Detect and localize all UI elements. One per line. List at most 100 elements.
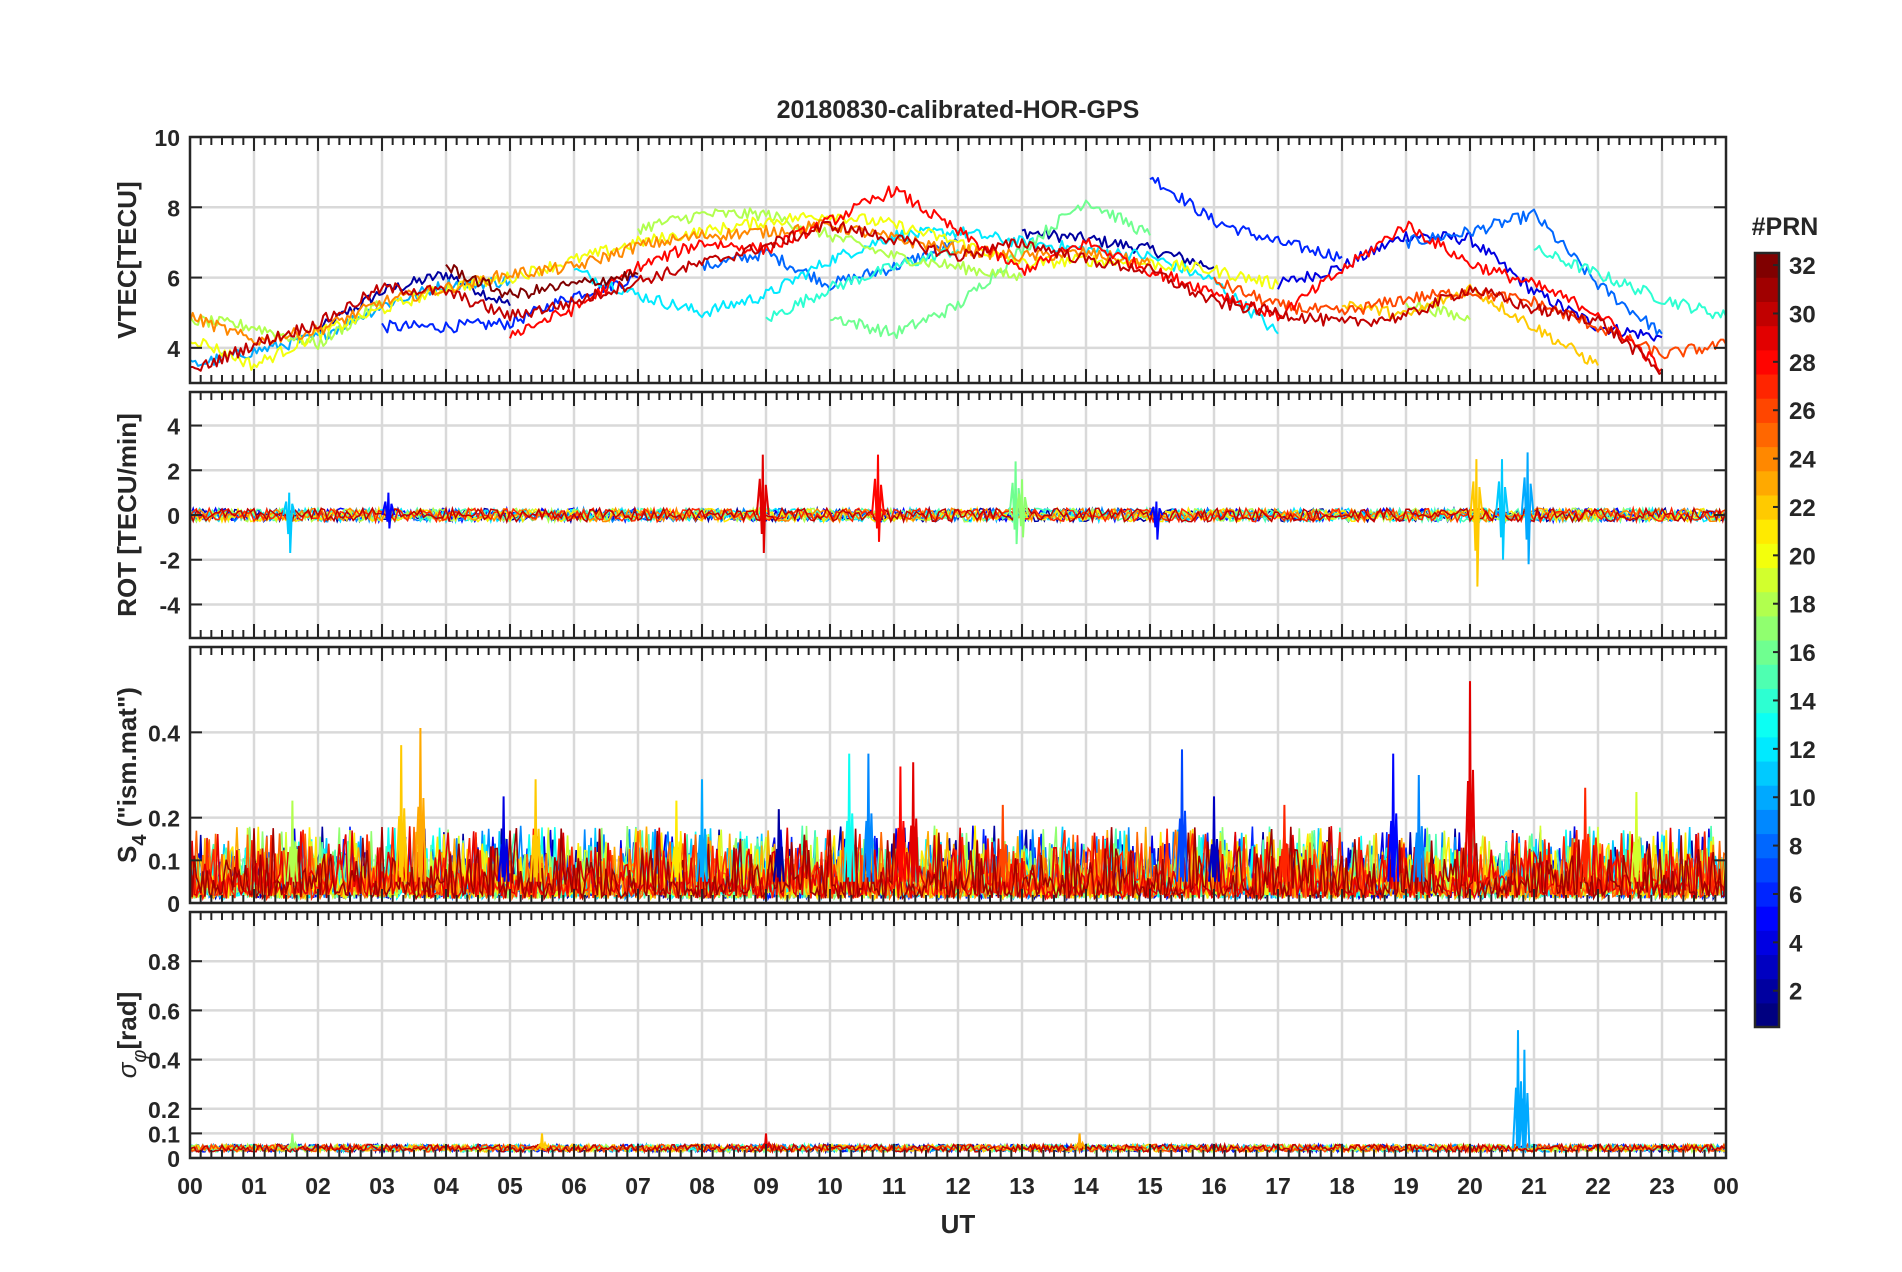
s4-peak [1176,749,1188,882]
x-tick-label: 18 [1329,1173,1355,1199]
x-tick-label: 15 [1137,1173,1163,1199]
vtec-series-line-prn-26 [1213,276,1726,360]
s4-y-axis-label: S4 ("ism.mat") [112,687,151,863]
s4-peak [1464,681,1476,882]
sigma-phi-peak [1518,1049,1531,1149]
x-tick-label: 00 [177,1173,203,1199]
colorbar-tick-label: 14 [1789,688,1816,715]
sigma-phi-peak [1073,1133,1086,1150]
colorbar-frame [1753,251,1781,1029]
colorbar-swatch [1755,277,1779,302]
s4-peak [286,800,299,882]
vtec-series-line-prn-20 [190,212,1279,371]
s4-peak [843,753,856,882]
x-tick-label: 12 [945,1173,971,1199]
vtec-series-line-prn-14 [1533,244,1726,320]
rot-y-axis-label: ROT [TECU/min] [112,413,142,617]
rot-y-tick-label: 0 [167,503,180,529]
colorbar-tick-label: 8 [1789,834,1802,861]
vtec-series-line-prn-28 [509,185,1663,373]
x-tick-label: 03 [369,1173,395,1199]
vtec-series-line-prn-8 [1405,208,1663,336]
colorbar-swatch [1755,664,1779,689]
x-tick-label: 20 [1457,1173,1483,1199]
colorbar-swatch [1755,615,1779,641]
vtec-series-line-prn-12 [573,226,1279,335]
vtec-series-line-prn-30 [190,220,1663,375]
x-tick-label: 17 [1265,1173,1291,1199]
sigma-phi-peak [760,1133,772,1150]
x-tick-label: 10 [817,1173,843,1199]
colorbar-swatch [1755,1002,1779,1028]
colorbar-swatch [1755,470,1779,496]
colorbar-tick-label: 2 [1789,979,1802,1006]
colorbar-tick-label: 6 [1789,882,1802,909]
colorbar-tick-label: 18 [1789,592,1816,619]
x-tick-label: 11 [882,1173,907,1199]
s4-peak [395,745,408,882]
rot-spike [1015,479,1029,538]
colorbar-tick-label: 26 [1789,398,1816,425]
s4-panel: 0 0.1 0.2 0.4S4 ("ism.mat") [112,645,1728,917]
s4-peak [497,796,510,882]
x-tick-label: 14 [1073,1173,1099,1199]
sigma-phi-panel: 00.10.2 0.4 0.6 0.8 σφ[rad] [112,910,1728,1172]
vtec-series-line-prn-2 [317,271,511,333]
x-tick-label: 08 [689,1173,715,1199]
x-axis-tick-labels: 00 01 02 03 04 05 06 07 08 09 10 11 12 13 14 15 16 17 18 19… [177,1173,1739,1199]
rot-series-line-prn-30 [190,505,1726,525]
rot-spike [282,492,297,554]
s4-peak [696,779,708,882]
colorbar-swatch [1755,712,1779,738]
vtec-series-line-prn-22 [1341,283,1599,366]
s4-peak [670,800,683,882]
colorbar-label: #PRN [1752,213,1819,241]
colorbar-swatch [1755,760,1779,786]
x-tick-label: 04 [433,1173,459,1199]
rot-spike [381,492,396,529]
s4-peak [1579,787,1592,882]
colorbar-tick-label: 20 [1789,543,1816,570]
sigma-phi-y-tick-label: 0.8 [148,949,180,975]
sigma-phi-peak [286,1133,299,1150]
colorbar-tick-label: 32 [1789,253,1816,280]
sigma-phi-y-tick-label: 0.6 [148,998,180,1024]
s4-peak [996,804,1009,882]
vtec-panel: 4 6 8 10 VTEC[TECU] [112,125,1728,385]
colorbar-tick-label: 28 [1789,350,1816,377]
x-tick-label: 05 [497,1173,523,1199]
x-tick-label: 23 [1649,1173,1675,1199]
vtec-y-tick-label: 6 [167,266,180,292]
sigma-phi-y-tick-label: 0.4 [148,1048,180,1074]
vtec-y-tick-label: 10 [154,125,180,151]
colorbar-swatch [1755,857,1779,883]
s4-peak [1208,796,1220,882]
colorbar-swatch [1755,906,1779,931]
vtec-series-line-prn-16 [829,199,1151,339]
sigma-phi-peak [536,1133,548,1150]
colorbar-swatch [1755,519,1779,544]
x-tick-label: 07 [625,1173,651,1199]
colorbar-tick-label: 24 [1789,447,1816,474]
rot-spike [1469,459,1484,587]
vtec-y-tick-label: 4 [167,336,180,362]
rot-spike [1149,501,1164,540]
x-tick-label: 06 [561,1173,587,1199]
colorbar-swatch [1755,422,1779,448]
rot-y-tick-label: 2 [167,458,180,484]
s4-peak [1630,792,1643,882]
vtec-series-line-prn-6 [1149,176,1343,262]
vtec-series-line-prn-6 [381,274,639,334]
colorbar-swatch [1755,325,1779,351]
x-axis-label: UT [941,1209,976,1239]
x-tick-label: 19 [1393,1173,1419,1199]
x-tick-label: 02 [305,1173,331,1199]
vtec-series-line-prn-14 [765,247,959,322]
x-tick-label: 09 [753,1173,779,1199]
x-tick-label: 16 [1201,1173,1227,1199]
figure-title: 20180830-calibrated-HOR-GPS [777,96,1140,124]
x-tick-label: 21 [1521,1173,1547,1199]
colorbar-tick-label: 30 [1789,301,1816,328]
